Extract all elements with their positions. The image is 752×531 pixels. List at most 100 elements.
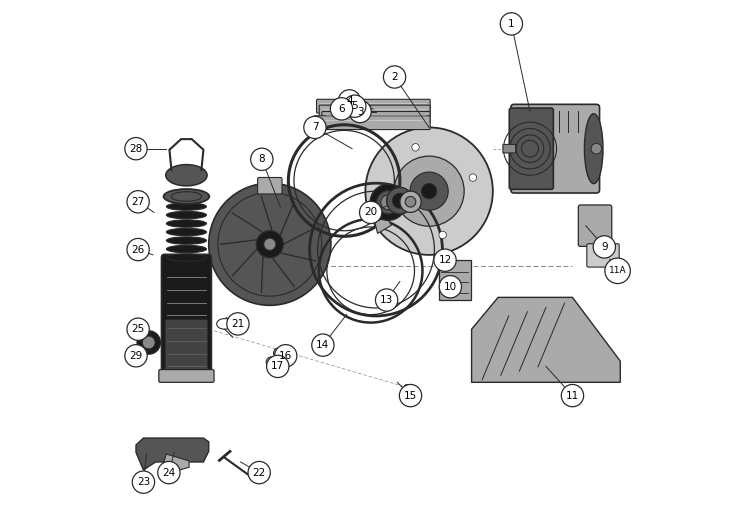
Circle shape — [370, 184, 406, 220]
Text: 7: 7 — [311, 123, 318, 132]
Circle shape — [439, 232, 447, 239]
Circle shape — [125, 138, 147, 160]
Circle shape — [127, 318, 149, 340]
Circle shape — [274, 348, 284, 358]
Text: 12: 12 — [438, 255, 452, 265]
Circle shape — [387, 187, 413, 214]
Polygon shape — [438, 260, 471, 300]
Text: 6: 6 — [338, 104, 345, 114]
Circle shape — [400, 191, 421, 212]
Circle shape — [605, 258, 630, 284]
Ellipse shape — [166, 237, 207, 244]
Text: 9: 9 — [601, 242, 608, 252]
FancyBboxPatch shape — [319, 105, 430, 118]
Circle shape — [404, 384, 409, 389]
Ellipse shape — [166, 203, 207, 210]
Circle shape — [394, 156, 464, 226]
Circle shape — [421, 184, 437, 199]
Polygon shape — [374, 217, 392, 234]
Text: 23: 23 — [137, 477, 150, 487]
Circle shape — [330, 98, 353, 120]
FancyBboxPatch shape — [322, 112, 430, 123]
Text: 3: 3 — [356, 107, 363, 116]
Circle shape — [377, 191, 400, 214]
Circle shape — [158, 461, 180, 484]
Ellipse shape — [165, 165, 207, 186]
Circle shape — [561, 384, 584, 407]
FancyBboxPatch shape — [578, 205, 612, 246]
Text: 29: 29 — [129, 351, 143, 361]
Circle shape — [250, 148, 273, 170]
Text: 16: 16 — [279, 351, 293, 361]
Ellipse shape — [584, 114, 603, 184]
Text: 28: 28 — [129, 144, 143, 153]
Text: 27: 27 — [132, 197, 144, 207]
Circle shape — [248, 461, 270, 484]
Circle shape — [412, 143, 420, 151]
Circle shape — [274, 345, 297, 367]
FancyBboxPatch shape — [317, 99, 430, 113]
Circle shape — [132, 471, 155, 493]
Circle shape — [264, 238, 276, 250]
Circle shape — [227, 313, 249, 335]
Circle shape — [500, 13, 523, 35]
Circle shape — [439, 276, 462, 298]
Text: 15: 15 — [404, 391, 417, 400]
Text: 11A: 11A — [609, 267, 626, 275]
Text: 5: 5 — [351, 101, 358, 111]
Text: 11: 11 — [566, 391, 579, 400]
Circle shape — [304, 116, 326, 139]
Circle shape — [312, 334, 334, 356]
FancyBboxPatch shape — [511, 104, 599, 193]
Polygon shape — [164, 454, 189, 470]
FancyBboxPatch shape — [503, 144, 516, 153]
Polygon shape — [472, 297, 620, 382]
Circle shape — [344, 95, 366, 117]
FancyBboxPatch shape — [162, 254, 211, 378]
Circle shape — [375, 289, 398, 311]
Circle shape — [267, 355, 289, 378]
Text: 20: 20 — [364, 208, 378, 217]
Circle shape — [469, 174, 477, 181]
Circle shape — [349, 100, 371, 123]
Text: 21: 21 — [232, 319, 244, 329]
Circle shape — [137, 331, 160, 354]
Circle shape — [405, 196, 416, 207]
Text: 22: 22 — [253, 468, 265, 477]
Circle shape — [381, 201, 389, 209]
Circle shape — [593, 236, 615, 258]
Circle shape — [142, 336, 155, 349]
FancyBboxPatch shape — [509, 108, 553, 190]
Circle shape — [266, 357, 277, 367]
Ellipse shape — [166, 245, 207, 253]
Ellipse shape — [166, 211, 207, 219]
Circle shape — [399, 384, 422, 407]
Circle shape — [384, 66, 406, 88]
Ellipse shape — [166, 228, 207, 236]
FancyBboxPatch shape — [165, 320, 208, 371]
FancyBboxPatch shape — [314, 116, 430, 130]
Circle shape — [127, 191, 149, 213]
Ellipse shape — [166, 220, 207, 227]
Circle shape — [256, 231, 284, 258]
Text: 13: 13 — [380, 295, 393, 305]
Text: 17: 17 — [271, 362, 284, 371]
Text: 1: 1 — [508, 19, 514, 29]
Text: 25: 25 — [132, 324, 144, 334]
Circle shape — [338, 90, 361, 112]
FancyBboxPatch shape — [258, 177, 282, 194]
Polygon shape — [136, 438, 209, 470]
Circle shape — [359, 201, 382, 224]
Circle shape — [125, 345, 147, 367]
Circle shape — [591, 143, 602, 154]
Ellipse shape — [164, 189, 209, 204]
Circle shape — [127, 238, 149, 261]
Text: 2: 2 — [391, 72, 398, 82]
Text: 10: 10 — [444, 282, 457, 292]
Text: 8: 8 — [259, 155, 265, 164]
Circle shape — [209, 183, 331, 305]
FancyBboxPatch shape — [587, 244, 619, 267]
Circle shape — [365, 127, 493, 255]
Circle shape — [393, 193, 408, 208]
Circle shape — [434, 249, 456, 271]
